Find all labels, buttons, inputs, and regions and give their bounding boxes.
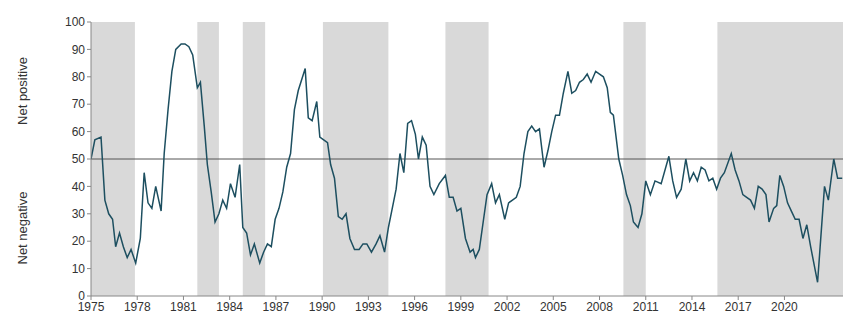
svg-text:2008: 2008	[586, 300, 613, 314]
svg-text:70: 70	[72, 97, 86, 111]
svg-text:1981: 1981	[170, 300, 197, 314]
svg-text:1993: 1993	[355, 300, 382, 314]
html-text:Net negative: Net negative	[14, 191, 30, 264]
svg-text:30: 30	[72, 207, 86, 221]
svg-text:100: 100	[65, 15, 85, 29]
svg-text:1975: 1975	[77, 299, 105, 314]
svg-text:1984: 1984	[216, 300, 243, 314]
html-text:Net positive: Net positive	[14, 56, 30, 125]
svg-text:10: 10	[72, 262, 86, 276]
svg-text:2011: 2011	[633, 300, 659, 314]
svg-text:2002: 2002	[494, 300, 521, 314]
svg-text:90: 90	[72, 43, 86, 57]
svg-text:2005: 2005	[540, 300, 567, 314]
svg-text:20: 20	[72, 234, 86, 248]
svg-text:80: 80	[72, 70, 86, 84]
svg-text:0: 0	[78, 289, 85, 303]
svg-text:1987: 1987	[263, 300, 290, 314]
svg-text:1996: 1996	[401, 300, 428, 314]
svg-text:40: 40	[72, 180, 86, 194]
svg-text:2020: 2020	[771, 300, 798, 314]
svg-text:2017: 2017	[725, 300, 752, 314]
svg-text:2014: 2014	[679, 300, 706, 314]
svg-text:60: 60	[72, 125, 86, 139]
svg-text:1999: 1999	[447, 300, 474, 314]
svg-text:50: 50	[72, 152, 86, 166]
svg-text:1990: 1990	[309, 300, 336, 314]
svg-text:1978: 1978	[124, 300, 151, 314]
